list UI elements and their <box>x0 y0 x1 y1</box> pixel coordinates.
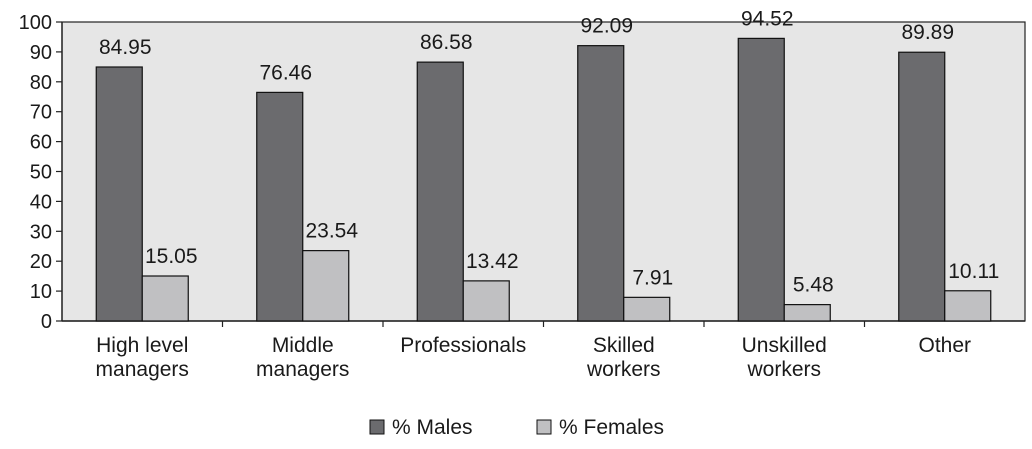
male-value-label: 92.09 <box>580 15 633 38</box>
male-bar <box>737 37 785 322</box>
female-bar <box>141 275 189 322</box>
female-bar <box>944 290 992 322</box>
female-value-label: 13.42 <box>466 250 519 273</box>
male-bar <box>577 45 625 322</box>
category-label: workers <box>586 358 661 381</box>
female-value-label: 7.91 <box>632 266 673 289</box>
y-tick-label: 10 <box>30 281 52 303</box>
category-label: Middle <box>272 334 334 357</box>
female-value-label: 10.11 <box>948 260 999 283</box>
legend-label-females: % Females <box>559 416 664 439</box>
y-tick-label: 60 <box>30 132 52 154</box>
female-value-label: 15.05 <box>145 245 198 268</box>
male-value-label: 94.52 <box>741 7 794 30</box>
male-value-label: 89.89 <box>901 21 954 44</box>
male-value-label: 76.46 <box>259 61 312 84</box>
category-label: Professionals <box>400 334 526 357</box>
plot-area <box>61 21 1026 322</box>
female-bar <box>462 280 510 322</box>
legend-swatch-males <box>369 419 385 435</box>
category-label: High level <box>96 334 188 357</box>
y-tick-label: 100 <box>19 12 52 34</box>
y-tick-label: 20 <box>30 251 52 273</box>
y-tick-label: 90 <box>30 42 52 64</box>
y-tick-label: 70 <box>30 102 52 124</box>
male-bar <box>416 61 464 322</box>
y-tick-label: 40 <box>30 191 52 213</box>
male-bar <box>95 66 143 322</box>
legend-label-males: % Males <box>392 416 473 439</box>
male-bar <box>898 51 946 322</box>
male-value-label: 84.95 <box>99 36 152 59</box>
female-bar <box>783 304 831 322</box>
category-label: Other <box>918 334 971 357</box>
female-value-label: 23.54 <box>305 220 358 243</box>
female-bar <box>623 296 671 322</box>
y-tick-label: 0 <box>41 311 52 333</box>
male-bar <box>256 91 304 322</box>
female-value-label: 5.48 <box>793 274 834 297</box>
y-tick-label: 80 <box>30 72 52 94</box>
y-tick-label: 30 <box>30 221 52 243</box>
legend-swatch-females <box>536 419 552 435</box>
category-label: managers <box>96 358 189 381</box>
category-label: Skilled <box>593 334 655 357</box>
category-label: Unskilled <box>742 334 827 357</box>
male-value-label: 86.58 <box>420 31 473 54</box>
category-label: workers <box>746 358 821 381</box>
female-bar <box>302 250 350 322</box>
category-label: managers <box>256 358 349 381</box>
y-tick-label: 50 <box>30 162 52 184</box>
